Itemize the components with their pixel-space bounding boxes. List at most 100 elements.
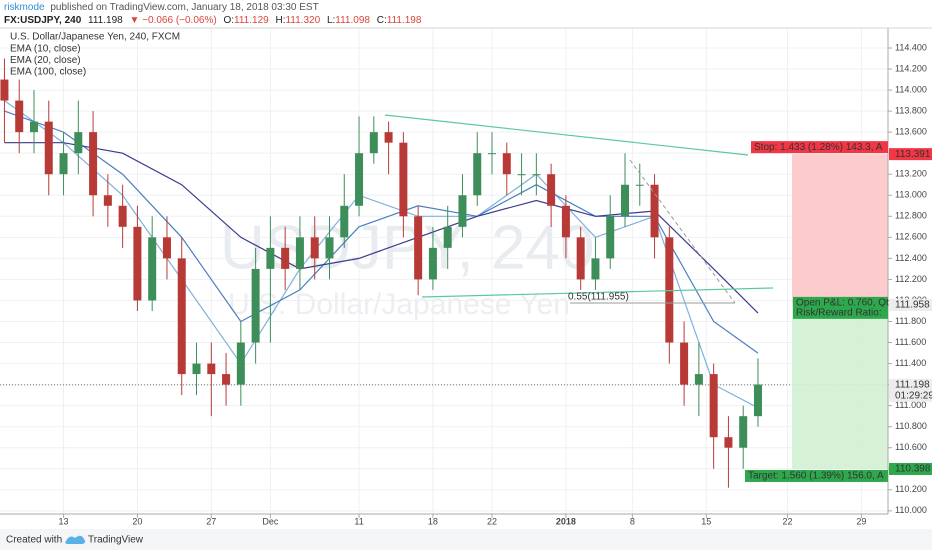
stop-price: 113.391	[895, 149, 931, 160]
candle-body	[473, 153, 482, 196]
candle-body	[251, 268, 260, 343]
x-tick-label: 22	[783, 516, 793, 526]
last: 111.198	[88, 15, 123, 26]
symbol-line: FX:USDJPY, 240 111.198 ▼ −0.066 (−0.06%)…	[4, 15, 422, 26]
o-label: O:	[223, 15, 234, 26]
candle-body	[44, 121, 53, 175]
candle-body	[665, 237, 674, 343]
x-tick-label: 11	[354, 516, 363, 526]
footer-brand[interactable]: TradingView	[88, 535, 144, 546]
y-tick-label: 111.000	[895, 400, 926, 410]
header-line: riskmode published on TradingView.com, J…	[4, 2, 319, 13]
candle-body	[59, 153, 68, 175]
target-label: Target: 1.560 (1.39%) 156.0, A	[748, 471, 884, 482]
candle-body	[369, 132, 378, 154]
y-tick-label: 114.000	[895, 84, 927, 94]
position-tool	[791, 154, 888, 469]
candle-body	[739, 416, 748, 448]
y-tick-label: 112.200	[895, 274, 927, 284]
symbol: FX:USDJPY, 240	[4, 15, 82, 26]
candle-body	[680, 342, 689, 385]
candle-body	[547, 174, 556, 206]
y-tick-label: 113.000	[895, 190, 927, 200]
y-tick-label: 114.400	[895, 42, 927, 52]
y-tick-label: 113.200	[895, 169, 927, 179]
candle-body	[753, 384, 762, 417]
candle-body	[148, 237, 157, 301]
watermark: USDJPY, 240	[220, 213, 595, 282]
candle-body	[620, 184, 629, 217]
open-pl-label-bg	[793, 296, 888, 309]
watermark-subtitle: U.S. Dollar/Japanese Yen	[228, 288, 570, 321]
x-tick-label: 20	[132, 516, 142, 526]
y-tick-label: 111.600	[895, 337, 926, 347]
candle-body	[281, 247, 290, 269]
y-tick-label: 114.200	[895, 63, 927, 73]
y-tick-label: 111.400	[895, 358, 926, 368]
axes: 110.000110.200110.400110.600110.800111.0…	[59, 42, 932, 526]
ema-line	[4, 142, 759, 314]
author: riskmode	[4, 2, 45, 13]
entry-price: 111.958	[895, 300, 930, 311]
target-price: 110.398	[895, 464, 931, 475]
trend-line-lower	[421, 287, 774, 298]
candle-body	[207, 363, 216, 375]
candle-body	[325, 237, 334, 259]
candle-body	[133, 226, 142, 301]
x-tick-label: 29	[856, 516, 866, 526]
candle-body	[340, 205, 349, 238]
legend-title: U.S. Dollar/Japanese Yen, 240, FXCM	[10, 32, 180, 43]
candle-body	[399, 142, 408, 217]
y-tick-label: 113.800	[895, 105, 927, 115]
price-axis	[888, 28, 932, 528]
x-tick-label: 27	[206, 516, 216, 526]
y-tick-label: 112.400	[895, 253, 927, 263]
candle-body	[266, 247, 275, 269]
candle-body	[517, 174, 526, 176]
candle-body	[428, 247, 437, 280]
x-tick-label: Dec	[262, 516, 279, 526]
y-tick-label: 110.800	[895, 421, 927, 431]
h-value: 111.320	[285, 15, 320, 26]
l-label: L:	[327, 15, 335, 26]
y-tick-label: 112.800	[895, 211, 927, 221]
ema-line	[4, 100, 759, 409]
candle-body	[635, 184, 644, 186]
candle-body	[310, 237, 319, 259]
candle-body	[15, 100, 24, 133]
countdown-bg	[889, 389, 932, 402]
last-price: 111.198	[895, 379, 930, 390]
last-price-bg	[889, 378, 932, 391]
legend: EMA (10, close)EMA (20, close)EMA (100, …	[10, 44, 86, 78]
stop-label: Stop: 1.433 (1.28%) 143.3, A	[754, 142, 883, 153]
published: published on TradingView.com, January 18…	[50, 2, 318, 13]
c-label: C:	[377, 15, 387, 26]
trend-line-upper	[384, 114, 749, 156]
candle-body	[561, 205, 570, 238]
candle-body	[74, 132, 83, 154]
target-zone	[791, 304, 888, 469]
candle-body	[103, 195, 112, 206]
candle-body	[443, 226, 452, 248]
rr-label: Risk/Reward Ratio:	[796, 308, 882, 319]
legend-entry: EMA (100, close)	[10, 67, 86, 78]
candle-body	[355, 153, 364, 206]
x-tick-label: 8	[630, 516, 635, 526]
x-tick-label: 13	[59, 516, 69, 526]
candle-body	[384, 132, 393, 143]
footer	[0, 529, 932, 550]
candle-body	[502, 153, 511, 175]
footer-logo[interactable]	[65, 535, 86, 544]
open-pl-label: Open P&L: 0.760, Qt	[796, 298, 889, 309]
candle-body	[458, 195, 467, 227]
x-tick-label: 15	[701, 516, 711, 526]
ema-line	[4, 110, 759, 354]
candle-body	[236, 342, 245, 385]
y-tick-label: 110.200	[895, 484, 927, 494]
countdown: 01:29:29	[895, 390, 932, 401]
stop-zone	[791, 154, 888, 305]
candle-body	[724, 437, 733, 448]
candle-body	[177, 258, 186, 375]
h-label: H:	[275, 15, 285, 26]
candle-body	[606, 216, 615, 259]
